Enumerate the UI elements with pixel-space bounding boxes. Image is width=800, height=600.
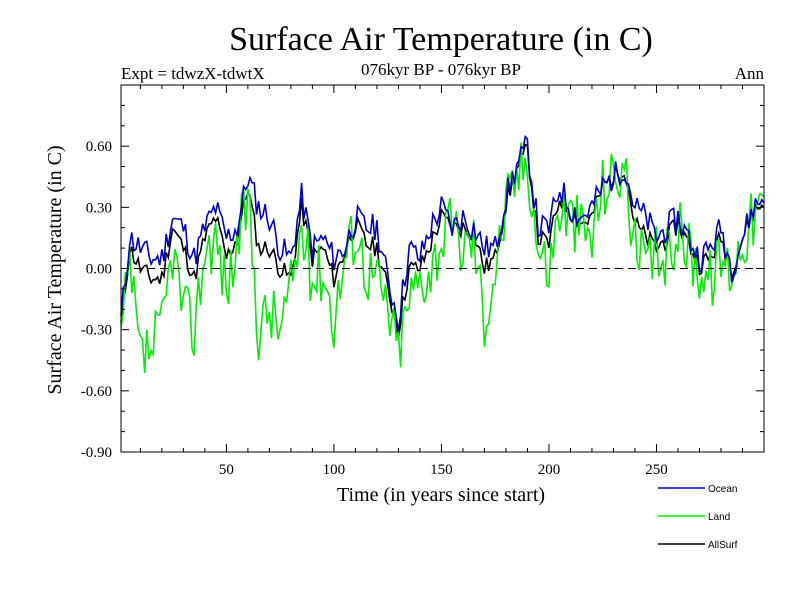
legend-label-ocean: Ocean <box>708 484 737 495</box>
y-axis-label: Surface Air Temperature (in C) <box>44 145 66 394</box>
legend-label-allsurf: AllSurf <box>708 540 738 551</box>
experiment-label: Expt = tdwzX-tdwtX <box>121 64 265 83</box>
chart-title: Surface Air Temperature (in C) <box>229 21 653 58</box>
y-tick-label: 0.60 <box>86 139 112 155</box>
tick-layer: 50 100 150 200 250 -0.90 -0.60 -0.30 0.00 0.30 0.6… <box>81 85 764 478</box>
x-tick-label: 200 <box>538 462 561 478</box>
x-axis-label: Time (in years since start) <box>337 484 545 506</box>
x-tick-label: 150 <box>430 462 453 478</box>
y-tick-label: -0.90 <box>81 445 112 461</box>
series-layer <box>120 134 765 373</box>
x-tick-label: 250 <box>645 462 668 478</box>
legend: Ocean Land AllSurf <box>658 484 738 551</box>
y-tick-label: 0.00 <box>86 262 112 278</box>
x-tick-label: 100 <box>323 462 346 478</box>
chart-subtitle: 076kyr BP - 076kyr BP <box>361 60 521 79</box>
legend-label-land: Land <box>708 512 730 523</box>
series-line-land <box>120 142 765 373</box>
period-label: Ann <box>735 64 765 83</box>
x-tick-label: 50 <box>219 462 234 478</box>
y-tick-label: -0.60 <box>81 384 112 400</box>
y-tick-label: 0.30 <box>86 200 112 216</box>
series-line-ocean <box>120 134 765 332</box>
y-tick-label: -0.30 <box>81 323 112 339</box>
